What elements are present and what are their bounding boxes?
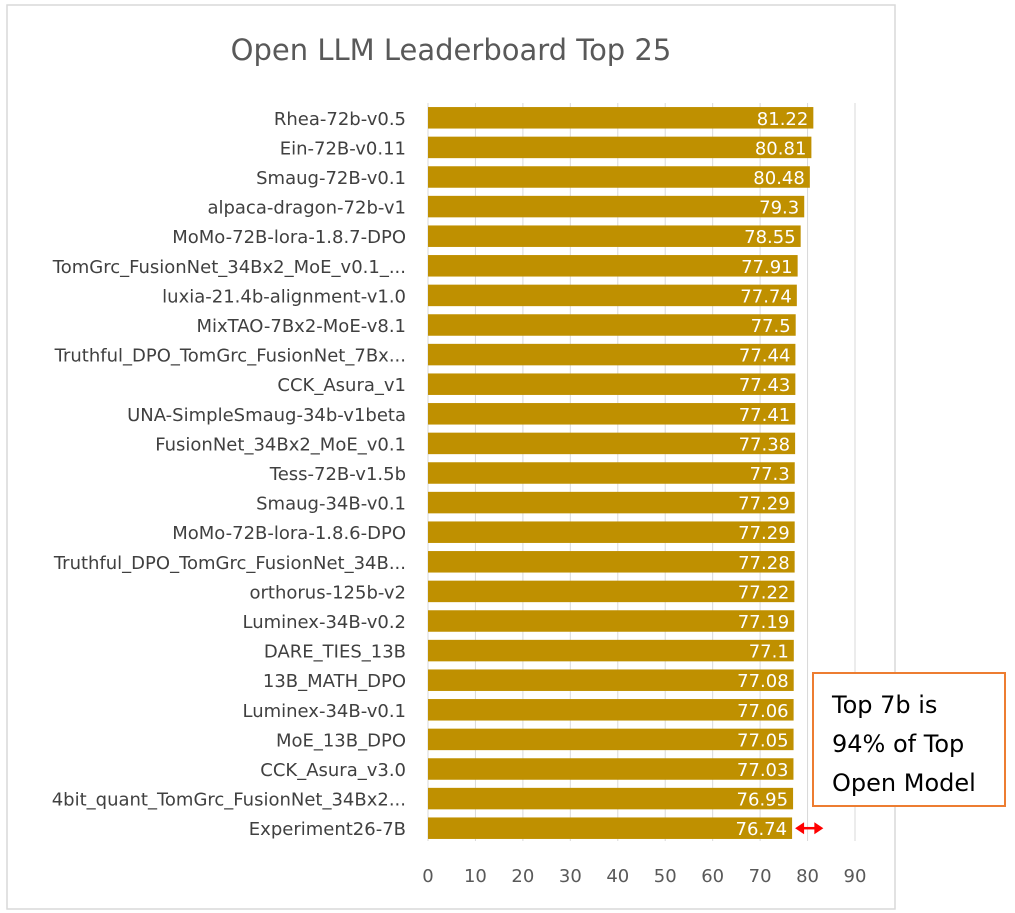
bar-24 xyxy=(428,817,793,839)
x-tick-label: 20 xyxy=(511,866,534,887)
data-label: 77.5 xyxy=(751,316,791,337)
category-label: Tess-72B-v1.5b xyxy=(269,464,406,485)
data-label: 77.06 xyxy=(737,701,789,722)
data-label: 80.48 xyxy=(753,168,805,189)
category-label: Truthful_DPO_TomGrc_FusionNet_34B... xyxy=(53,553,406,574)
bar-23 xyxy=(428,787,794,810)
x-tick-label: 60 xyxy=(701,866,724,887)
data-label: 77.03 xyxy=(737,760,789,781)
data-label: 77.22 xyxy=(738,582,790,603)
annotation-callout: Top 7b is 94% of Top Open Model xyxy=(812,672,1006,807)
category-label: TomGrc_FusionNet_34Bx2_MoE_v0.1_... xyxy=(52,257,406,278)
arrow-head-left xyxy=(795,822,805,835)
category-label: alpaca-dragon-72b-v1 xyxy=(207,198,406,219)
data-label: 77.29 xyxy=(738,494,790,515)
data-label: 77.29 xyxy=(738,523,790,544)
annotation-text: Top 7b is 94% of Top Open Model xyxy=(832,691,976,797)
category-label: MoMo-72B-lora-1.8.6-DPO xyxy=(172,523,406,544)
bar-16 xyxy=(428,580,795,603)
category-label: Ein-72B-v0.11 xyxy=(280,138,406,159)
bar-18 xyxy=(428,639,794,662)
data-label: 78.55 xyxy=(744,227,796,248)
bar-7 xyxy=(428,314,796,336)
bar-20 xyxy=(428,699,794,721)
x-tick-label: 80 xyxy=(796,866,819,887)
bar-11 xyxy=(428,432,796,455)
x-tick-label: 50 xyxy=(654,866,677,887)
category-label: 13B_MATH_DPO xyxy=(263,671,406,692)
data-label: 79.3 xyxy=(759,198,799,219)
category-label: MoE_13B_DPO xyxy=(276,730,406,751)
arrow-head-right xyxy=(814,822,824,835)
data-label: 76.95 xyxy=(737,790,789,811)
data-label: 77.08 xyxy=(737,671,789,692)
category-labels: Rhea-72b-v0.5 Ein-72B-v0.11 Smaug-72B-v0.1… xyxy=(52,109,406,840)
bar-19 xyxy=(428,669,794,691)
category-label: CCK_Asura_v3.0 xyxy=(260,760,406,781)
bar-4 xyxy=(428,225,801,247)
bar-12 xyxy=(428,462,795,484)
category-label: Rhea-72b-v0.5 xyxy=(274,109,406,130)
data-label: 77.1 xyxy=(749,642,789,663)
data-label: 77.28 xyxy=(738,553,790,574)
x-tick-label: 70 xyxy=(749,866,772,887)
bar-3 xyxy=(428,195,805,218)
category-label: MixTAO-7Bx2-MoE-v8.1 xyxy=(196,316,406,337)
bar-13 xyxy=(428,491,795,514)
bar-6 xyxy=(428,284,797,307)
chart-title: Open LLM Leaderboard Top 25 xyxy=(231,33,672,67)
x-tick-label: 30 xyxy=(559,866,582,887)
bar-15 xyxy=(428,551,795,573)
bar-9 xyxy=(428,373,796,395)
x-tick-label: 0 xyxy=(422,866,433,887)
x-tick-label: 40 xyxy=(606,866,629,887)
bar-1 xyxy=(428,136,812,159)
bar-17 xyxy=(428,610,795,632)
category-label: FusionNet_34Bx2_MoE_v0.1 xyxy=(155,434,406,455)
data-label: 81.22 xyxy=(757,109,809,130)
category-label: DARE_TIES_13B xyxy=(264,642,406,663)
data-label: 77.41 xyxy=(739,405,791,426)
bar-2 xyxy=(428,166,810,188)
category-label: 4bit_quant_TomGrc_FusionNet_34Bx2... xyxy=(52,790,406,811)
bars: 81.22 80.81 80.48 79.3 78.55 77.91 77.74 77.5 77… xyxy=(428,107,814,840)
category-label: CCK_Asura_v1 xyxy=(277,375,406,396)
category-label: luxia-21.4b-alignment-v1.0 xyxy=(162,286,406,307)
category-label: MoMo-72B-lora-1.8.7-DPO xyxy=(172,227,406,248)
bar-22 xyxy=(428,758,794,780)
category-label: Smaug-72B-v0.1 xyxy=(256,168,406,189)
difference-arrow xyxy=(795,822,824,835)
bar-5 xyxy=(428,255,798,277)
data-label: 76.74 xyxy=(736,819,788,840)
bar-8 xyxy=(428,343,796,366)
category-label: orthorus-125b-v2 xyxy=(250,582,406,603)
bar-10 xyxy=(428,403,796,425)
x-tick-label: 10 xyxy=(464,866,487,887)
bar-21 xyxy=(428,728,794,751)
category-label: UNA-SimpleSmaug-34b-v1beta xyxy=(127,405,406,426)
category-label: Truthful_DPO_TomGrc_FusionNet_7Bx... xyxy=(54,346,406,367)
data-label: 77.74 xyxy=(740,286,792,307)
bar-14 xyxy=(428,521,795,543)
data-label: 77.43 xyxy=(739,375,791,396)
x-tick-label: 90 xyxy=(844,866,867,887)
category-label: Smaug-34B-v0.1 xyxy=(256,494,406,515)
bar-0 xyxy=(428,107,814,129)
category-label: Experiment26-7B xyxy=(249,819,406,840)
data-label: 80.81 xyxy=(755,138,807,159)
category-label: Luminex-34B-v0.1 xyxy=(242,701,406,722)
x-axis-ticks: 0 10 20 30 40 50 60 70 80 90 xyxy=(422,866,866,887)
data-label: 77.3 xyxy=(750,464,790,485)
data-label: 77.05 xyxy=(737,730,789,751)
data-label: 77.44 xyxy=(739,346,791,367)
data-label: 77.19 xyxy=(738,612,790,633)
data-label: 77.91 xyxy=(741,257,793,278)
data-label: 77.38 xyxy=(739,434,791,455)
category-label: Luminex-34B-v0.2 xyxy=(242,612,406,633)
